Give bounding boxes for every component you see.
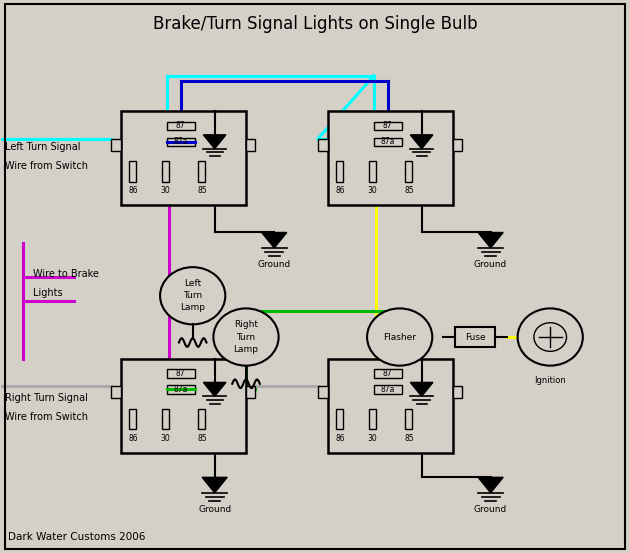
Text: Ground: Ground xyxy=(198,505,231,514)
Text: Ground: Ground xyxy=(474,505,507,514)
Text: Right Turn Signal: Right Turn Signal xyxy=(4,393,88,403)
Polygon shape xyxy=(203,383,226,397)
Text: Wire to Brake: Wire to Brake xyxy=(33,269,99,279)
Text: Wire from Switch: Wire from Switch xyxy=(4,161,88,171)
Circle shape xyxy=(214,309,278,366)
Text: 86: 86 xyxy=(129,434,138,443)
Bar xyxy=(198,161,205,181)
Circle shape xyxy=(367,309,432,366)
Text: Right: Right xyxy=(234,320,258,330)
Text: Ground: Ground xyxy=(474,260,507,269)
Bar xyxy=(405,161,412,181)
Bar xyxy=(318,386,328,398)
Text: 85: 85 xyxy=(404,434,414,443)
Text: Lights: Lights xyxy=(33,288,62,298)
Text: Ground: Ground xyxy=(258,260,291,269)
Text: 87: 87 xyxy=(176,122,186,131)
Bar xyxy=(198,409,205,429)
Bar xyxy=(167,138,195,146)
Text: 87a: 87a xyxy=(174,137,188,147)
Text: 87a: 87a xyxy=(174,385,188,394)
Text: 85: 85 xyxy=(197,186,207,195)
Bar xyxy=(328,359,453,452)
Text: 87a: 87a xyxy=(381,385,395,394)
Polygon shape xyxy=(261,232,287,248)
Polygon shape xyxy=(202,477,227,493)
Bar xyxy=(453,386,462,398)
Bar xyxy=(246,139,255,151)
Text: 30: 30 xyxy=(368,186,377,195)
Bar xyxy=(162,161,169,181)
Bar xyxy=(167,369,195,378)
Bar xyxy=(336,409,343,429)
Bar xyxy=(455,327,495,347)
Text: 87: 87 xyxy=(383,369,392,378)
Bar xyxy=(374,138,401,146)
Text: 30: 30 xyxy=(161,186,171,195)
Bar xyxy=(120,112,246,205)
Bar xyxy=(167,122,195,130)
Bar xyxy=(374,122,401,130)
Bar xyxy=(369,161,376,181)
Text: Lamp: Lamp xyxy=(180,304,205,312)
Text: 30: 30 xyxy=(368,434,377,443)
Text: Flasher: Flasher xyxy=(383,332,416,342)
Bar xyxy=(369,409,376,429)
Bar xyxy=(246,386,255,398)
Polygon shape xyxy=(478,477,503,493)
Text: 87: 87 xyxy=(383,122,392,131)
Polygon shape xyxy=(410,135,433,149)
Bar xyxy=(453,139,462,151)
Bar xyxy=(318,139,328,151)
Text: 87: 87 xyxy=(176,369,186,378)
Text: Turn: Turn xyxy=(236,332,256,342)
Bar xyxy=(405,409,412,429)
Circle shape xyxy=(518,309,583,366)
Text: 85: 85 xyxy=(197,434,207,443)
Text: 86: 86 xyxy=(335,434,345,443)
Text: 85: 85 xyxy=(404,186,414,195)
Text: 86: 86 xyxy=(335,186,345,195)
Bar xyxy=(167,385,195,394)
Bar xyxy=(129,409,136,429)
Text: 86: 86 xyxy=(129,186,138,195)
Bar xyxy=(111,386,120,398)
Text: Dark Water Customs 2006: Dark Water Customs 2006 xyxy=(8,531,145,542)
Text: Brake/Turn Signal Lights on Single Bulb: Brake/Turn Signal Lights on Single Bulb xyxy=(152,15,478,33)
Text: Wire from Switch: Wire from Switch xyxy=(4,412,88,422)
Text: 87a: 87a xyxy=(381,137,395,147)
Bar xyxy=(374,369,401,378)
Text: Turn: Turn xyxy=(183,291,202,300)
Bar xyxy=(336,161,343,181)
Text: Ignition: Ignition xyxy=(534,375,566,384)
Text: Lamp: Lamp xyxy=(234,345,258,353)
Polygon shape xyxy=(410,383,433,397)
Circle shape xyxy=(534,323,566,351)
Bar xyxy=(111,139,120,151)
Bar xyxy=(162,409,169,429)
Bar xyxy=(129,161,136,181)
Text: Left: Left xyxy=(184,279,202,288)
Circle shape xyxy=(160,267,226,325)
Bar xyxy=(328,112,453,205)
Bar xyxy=(120,359,246,452)
Bar xyxy=(374,385,401,394)
Polygon shape xyxy=(478,232,503,248)
Polygon shape xyxy=(203,135,226,149)
Text: Left Turn Signal: Left Turn Signal xyxy=(4,142,80,152)
Text: Fuse: Fuse xyxy=(465,332,485,342)
Text: 30: 30 xyxy=(161,434,171,443)
